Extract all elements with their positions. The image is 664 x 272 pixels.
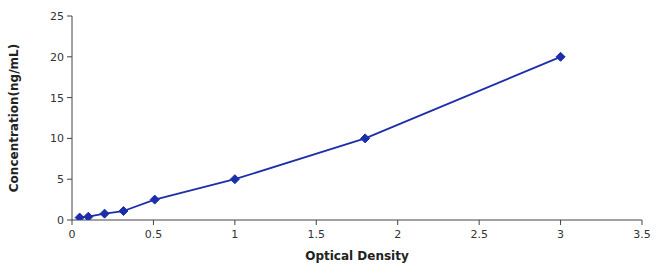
y-tick-label: 15 [50, 92, 64, 105]
x-tick-label: 2 [394, 228, 401, 241]
series [75, 52, 565, 220]
y-tick-label: 5 [57, 173, 64, 186]
y-tick-label: 10 [50, 132, 64, 145]
y-tick-label: 25 [50, 10, 64, 23]
x-tick [72, 220, 73, 225]
point [230, 175, 239, 184]
x-axis-label: Optical Density [305, 249, 409, 263]
axes: 0 0.5 1 1.5 2 2.5 3 3.5 0 5 10 15 20 25 [50, 10, 651, 241]
x-tick [316, 220, 317, 225]
x-tick-label: 1.5 [308, 228, 326, 241]
x-tick-label: 0.5 [145, 228, 163, 241]
y-tick-label: 20 [50, 51, 64, 64]
x-tick [642, 220, 643, 225]
point [556, 52, 565, 61]
y-tick [67, 138, 72, 139]
x-axis-line [72, 220, 642, 221]
y-tick [67, 56, 72, 57]
line [80, 57, 561, 218]
x-tick-label: 0 [69, 228, 76, 241]
point [150, 195, 159, 204]
point [119, 207, 128, 216]
y-axis-label: Concentration(ng/mL) [7, 44, 21, 192]
x-tick-label: 1 [231, 228, 238, 241]
x-tick [560, 220, 561, 225]
x-tick-label: 3.5 [633, 228, 651, 241]
x-tick [479, 220, 480, 225]
y-tick [67, 179, 72, 180]
point [75, 213, 84, 220]
y-tick [67, 220, 72, 221]
x-tick [397, 220, 398, 225]
point [84, 212, 93, 220]
y-tick-label: 0 [57, 214, 64, 227]
x-tick-label: 2.5 [470, 228, 488, 241]
y-tick [67, 16, 72, 17]
y-tick [67, 97, 72, 98]
point [100, 209, 109, 218]
point [361, 134, 370, 143]
chart: 0 0.5 1 1.5 2 2.5 3 3.5 0 5 10 15 20 25 Optical Densit… [0, 0, 664, 272]
x-tick-label: 3 [557, 228, 564, 241]
chart-container: 0 0.5 1 1.5 2 2.5 3 3.5 0 5 10 15 20 25 Optical Densit… [0, 0, 664, 272]
x-tick [153, 220, 154, 225]
y-axis-line [72, 16, 73, 220]
x-tick [234, 220, 235, 225]
